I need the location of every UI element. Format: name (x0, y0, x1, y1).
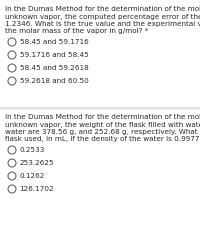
Text: In the Dumas Method for the determination of the molar mass of an: In the Dumas Method for the determinatio… (5, 6, 200, 12)
Text: 59.2618 and 60.50: 59.2618 and 60.50 (20, 78, 88, 84)
Text: 59.1716 and 58.45: 59.1716 and 58.45 (20, 52, 88, 58)
Text: 253.2625: 253.2625 (20, 160, 54, 166)
Text: 1.2346. What is the true value and the experimental value, respectively, of: 1.2346. What is the true value and the e… (5, 21, 200, 27)
Text: unknown vapor, the computed percentage error of the molar mass is: unknown vapor, the computed percentage e… (5, 13, 200, 20)
Text: 126.1702: 126.1702 (20, 186, 54, 192)
Bar (0, 0, 200, 107)
Text: unknown vapor, the weight of the flask filled with water, and the weight of: unknown vapor, the weight of the flask f… (5, 121, 200, 128)
Text: water are 378.56 g, and 252.68 g, respectively. What is the volume of the: water are 378.56 g, and 252.68 g, respec… (5, 129, 200, 135)
Text: 0.2533: 0.2533 (20, 147, 45, 153)
Text: the molar mass of the vapor in g/mol? *: the molar mass of the vapor in g/mol? * (5, 29, 148, 35)
Text: 58.45 and 59.1716: 58.45 and 59.1716 (20, 39, 88, 45)
Text: In the Dumas Method for the determination of the molar mass of an: In the Dumas Method for the determinatio… (5, 114, 200, 120)
Text: flask used, in mL, if the density of the water is 0.9977 g/mL? *: flask used, in mL, if the density of the… (5, 136, 200, 143)
Bar (0, 110, 200, 227)
Text: 58.45 and 59.2618: 58.45 and 59.2618 (20, 65, 88, 71)
Text: 0.1262: 0.1262 (20, 173, 45, 179)
